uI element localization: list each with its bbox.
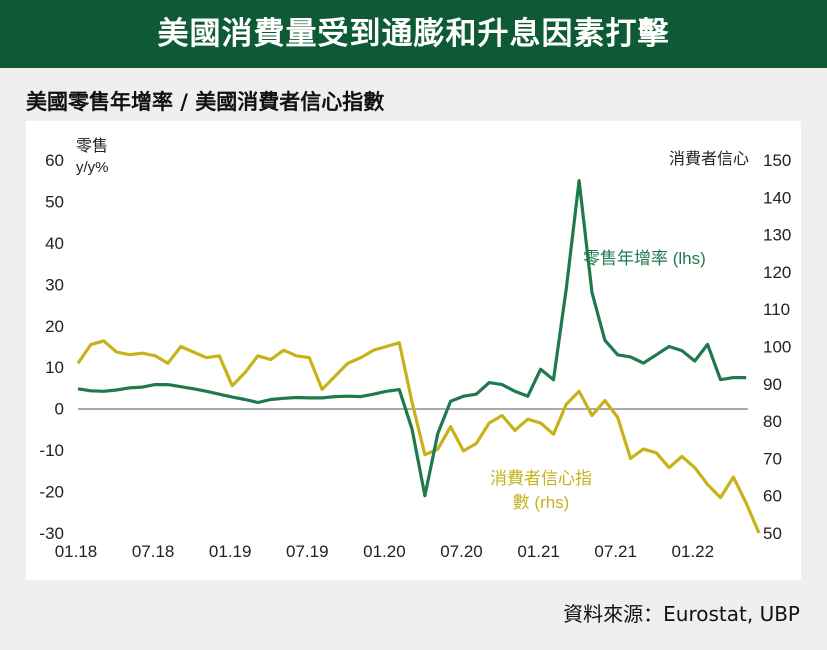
right-tick-label: 80: [763, 412, 782, 431]
right-tick-label: 60: [763, 487, 782, 506]
left-tick-label: -10: [39, 441, 64, 460]
x-tick-label: 01.18: [55, 542, 98, 561]
chart-panel: 零售 y/y% 消費者信心 60 50 40 30 20 10 0 -10 -20 -30 150…: [26, 121, 801, 580]
series-line-retail-sales: [77, 179, 747, 498]
right-tick-label: 110: [763, 300, 790, 319]
left-tick-label: 30: [45, 275, 64, 294]
right-tick-label: 120: [763, 263, 791, 282]
left-axis-title-line1: 零售: [76, 137, 108, 155]
right-tick-label: 70: [763, 449, 782, 468]
x-tick-label: 07.20: [440, 542, 483, 561]
x-tick-label: 01.22: [672, 542, 715, 561]
right-tick-label: 150: [763, 151, 791, 170]
left-tick-label: 10: [45, 358, 64, 377]
left-tick-label: 20: [45, 317, 64, 336]
x-tick-label: 07.18: [132, 542, 175, 561]
right-tick-label: 140: [763, 188, 791, 207]
banner-title: 美國消費量受到通膨和升息因素打擊: [0, 0, 827, 68]
x-tick-label: 01.21: [517, 542, 560, 561]
left-axis-title-line2: y/y%: [76, 159, 109, 176]
left-tick-label: 0: [55, 400, 64, 419]
x-tick-label: 07.19: [286, 542, 329, 561]
chart-subtitle: 美國零售年增率 / 美國消費者信心指數: [26, 90, 385, 114]
series-line-consumer-confidence: [76, 339, 761, 534]
legend-label-retail: 零售年增率 (lhs): [583, 249, 706, 268]
right-tick-label: 90: [763, 375, 782, 394]
legend-label-confidence-line2: 數 (rhs): [513, 493, 570, 512]
x-tick-label: 01.20: [363, 542, 406, 561]
source-note: 資料來源：Eurostat, UBP: [563, 602, 800, 626]
left-tick-label: 40: [45, 234, 64, 253]
x-tick-label: 07.21: [594, 542, 637, 561]
right-tick-label: 100: [763, 338, 791, 357]
right-axis-title: 消費者信心: [669, 150, 749, 168]
legend-label-confidence-line1: 消費者信心指: [490, 469, 592, 488]
left-tick-label: -30: [39, 524, 64, 543]
right-tick-label: 50: [763, 524, 782, 543]
right-tick-label: 130: [763, 226, 791, 245]
x-tick-label: 01.19: [209, 542, 252, 561]
left-tick-label: 50: [45, 192, 64, 211]
left-tick-label: -20: [39, 483, 64, 502]
left-tick-label: 60: [45, 151, 64, 170]
